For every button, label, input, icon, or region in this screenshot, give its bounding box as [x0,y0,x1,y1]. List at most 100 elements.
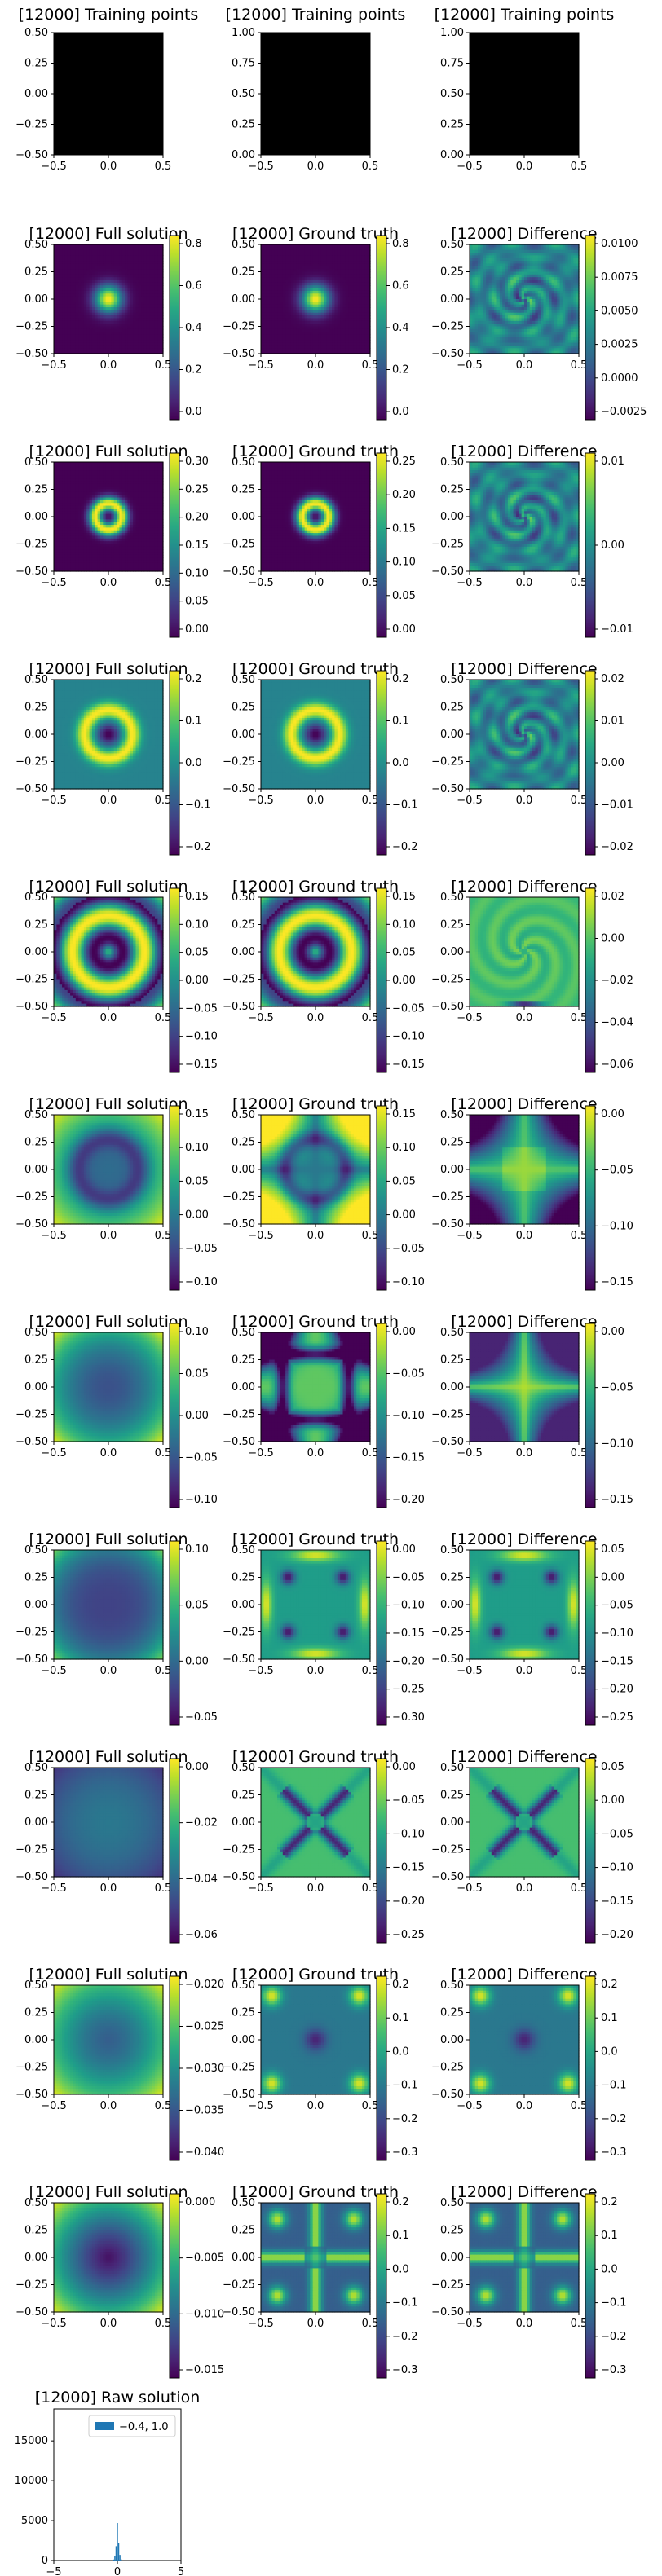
heatmap-cell [121,348,126,352]
heatmap-cell [149,328,153,332]
heatmap-cell [135,318,139,322]
heatmap-cell [95,334,99,338]
heatmap-cell [86,307,90,310]
x-tick-label: 0.0 [307,161,324,173]
heatmap-cell [119,261,123,265]
heatmap-cell [105,318,109,322]
heatmap-cell [62,334,65,338]
heatmap-cell [160,307,164,310]
heatmap-cell [54,299,57,302]
heatmap-cell [117,293,120,297]
heatmap-cell [89,315,93,319]
y-tick-label: 0.75 [232,58,255,70]
heatmap-cell [67,299,71,302]
heatmap-cell [157,337,161,341]
heatmap-cell [143,302,148,306]
heatmap-cell [62,261,65,265]
heatmap-cell [160,247,164,251]
heatmap-cell [91,293,95,297]
heatmap-cell [70,269,74,273]
heatmap-cell [83,263,87,267]
heatmap-cell [133,332,137,336]
heatmap-cell [113,302,117,306]
heatmap-cell [62,348,65,352]
heatmap-cell [143,342,148,346]
heatmap-cell [111,285,115,289]
heatmap-cell [125,332,129,336]
heatmap-cell [117,285,120,289]
heatmap-cell [91,340,95,344]
heatmap-cell [95,261,99,265]
heatmap-cell [154,277,158,281]
heatmap-cell [125,312,129,316]
y-tick-label: −0.25 [223,321,255,333]
heatmap-cell [91,310,95,314]
heatmap-cell [127,253,131,256]
heatmap-cell [67,324,71,328]
heatmap-cell [152,282,156,286]
heatmap-cell [117,247,120,251]
heatmap-cell [62,350,65,354]
heatmap-cell [146,320,150,324]
heatmap-cell [97,342,101,346]
heatmap-cell [133,345,137,349]
heatmap-cell [70,299,74,302]
heatmap-cell [67,271,71,275]
panel-title: [12000] Full solution [29,443,188,460]
colorbar-tick-label: 0.6 [185,280,202,293]
heatmap-cell [97,271,101,275]
heatmap-cell [143,249,148,253]
heatmap-cell [130,244,134,248]
heatmap-cell [99,280,104,284]
heatmap-cell [119,348,123,352]
heatmap-cell [54,244,57,248]
heatmap-cell [86,342,90,346]
heatmap-cell [130,342,134,346]
y-tick-label: 0.00 [232,149,255,161]
heatmap-cell [75,326,79,330]
heatmap-cell [138,332,142,336]
heatmap [54,244,164,354]
heatmap-cell [133,324,137,328]
heatmap-cell [143,244,148,248]
heatmap-cell [97,340,101,344]
heatmap-cell [56,285,60,289]
heatmap-cell [141,315,145,319]
heatmap-cell [149,277,153,281]
heatmap-cell [108,315,112,319]
heatmap-cell [95,253,99,256]
heatmap-cell [146,244,150,248]
heatmap-cell [130,288,134,292]
heatmap-cell [125,342,129,346]
heatmap-cell [154,304,158,308]
heatmap-cell [135,258,139,262]
heatmap-cell [67,266,71,270]
heatmap-cell [117,263,120,267]
heatmap-cell [146,310,150,314]
heatmap-cell [75,348,79,352]
heatmap-cell [59,282,63,286]
heatmap-cell [133,328,137,332]
heatmap-cell [149,348,153,352]
heatmap-cell [121,315,126,319]
heatmap-cell [111,315,115,319]
heatmap-cell [81,312,85,316]
heatmap-cell [111,296,115,300]
heatmap-cell [103,340,107,344]
heatmap-cell [75,345,79,349]
heatmap-cell [138,340,142,344]
heatmap-cell [141,244,145,248]
heatmap-cell [125,315,129,319]
heatmap-cell [89,288,93,292]
heatmap-cell [97,293,101,297]
colorbar-tick-label: −0.0025 [601,406,647,418]
heatmap-cell [81,332,85,336]
heatmap-cell [119,304,123,308]
heatmap-cell [113,271,117,275]
heatmap-cell [91,285,95,289]
x-tick-label: 0.0 [100,161,117,173]
heatmap-cell [105,263,109,267]
heatmap-cell [75,274,79,278]
heatmap-cell [95,290,99,294]
